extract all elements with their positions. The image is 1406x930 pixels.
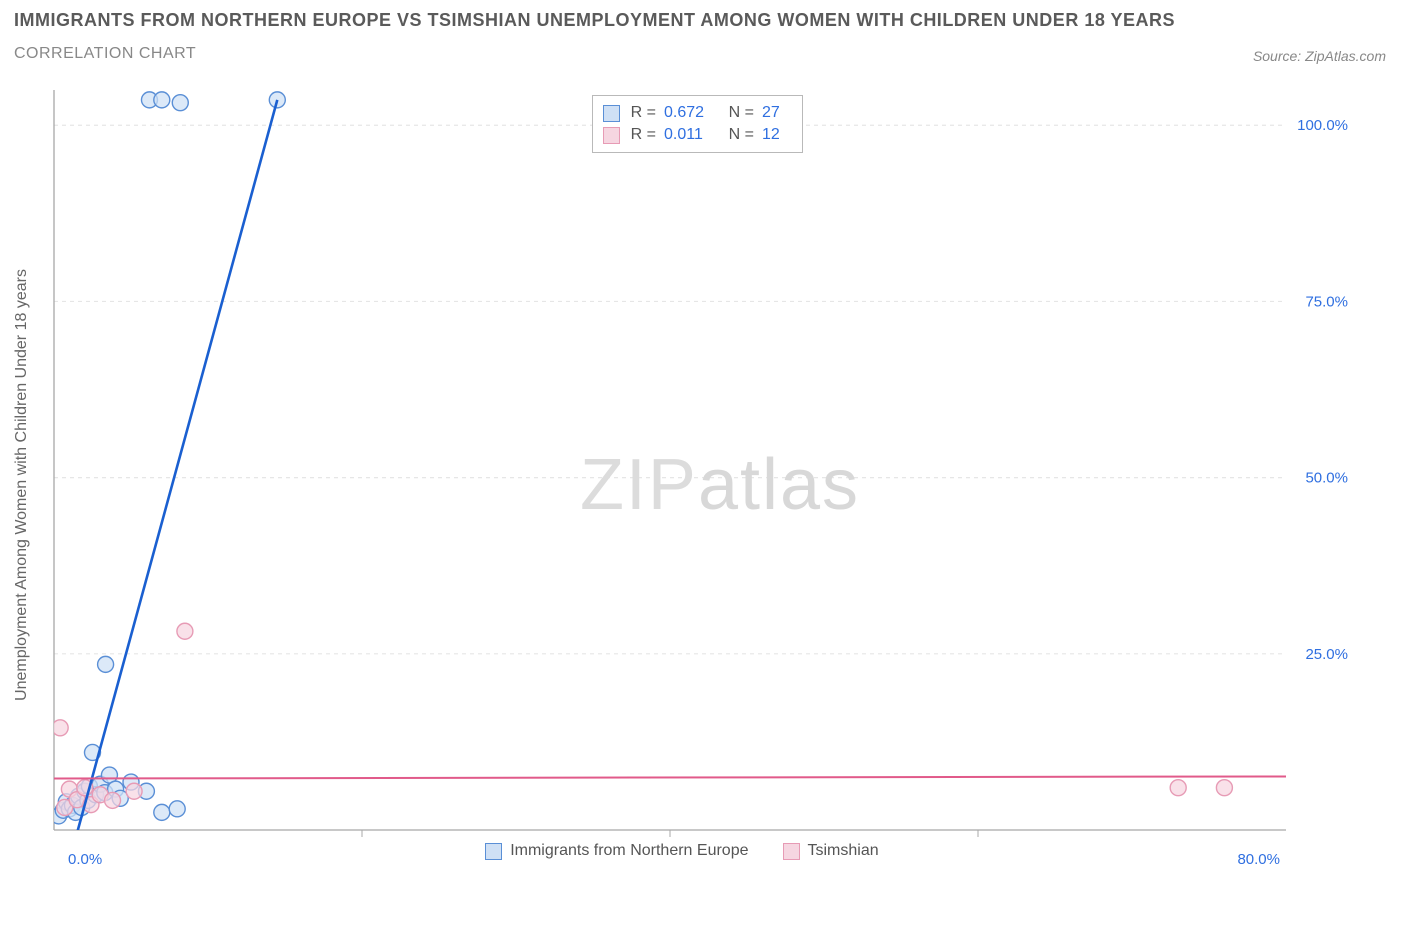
chart-area: Unemployment Among Women with Children U… bbox=[50, 90, 1390, 880]
legend-r-val: 0.672 bbox=[664, 104, 718, 122]
legend-series-label: Tsimshian bbox=[808, 842, 879, 860]
legend-swatch bbox=[603, 105, 620, 122]
y-axis-title: Unemployment Among Women with Children U… bbox=[13, 269, 31, 701]
legend-series-label: Immigrants from Northern Europe bbox=[510, 842, 748, 860]
legend-n-key: N = bbox=[726, 104, 754, 122]
legend-series: Immigrants from Northern Europe Tsimshian bbox=[485, 842, 878, 860]
svg-text:100.0%: 100.0% bbox=[1297, 117, 1348, 134]
legend-n-val: 27 bbox=[762, 104, 788, 122]
svg-text:25.0%: 25.0% bbox=[1305, 646, 1348, 663]
scatter-plot-svg: 25.0% 50.0% 75.0% 100.0% 0.0% 80.0% bbox=[50, 90, 1356, 896]
svg-text:75.0%: 75.0% bbox=[1305, 293, 1348, 310]
source-prefix: Source: bbox=[1253, 48, 1305, 64]
source-name: ZipAtlas.com bbox=[1305, 48, 1386, 64]
legend-r-val: 0.011 bbox=[664, 126, 718, 144]
legend-swatch bbox=[485, 843, 502, 860]
svg-text:80.0%: 80.0% bbox=[1237, 851, 1280, 868]
legend-stats-box: R = 0.672 N = 27 R = 0.011 N = 12 bbox=[592, 95, 803, 153]
legend-stat-row: R = 0.672 N = 27 bbox=[603, 102, 788, 124]
legend-n-val: 12 bbox=[762, 126, 788, 144]
source-credit: Source: ZipAtlas.com bbox=[1253, 48, 1386, 64]
legend-n-key: N = bbox=[726, 126, 754, 144]
sub-title: CORRELATION CHART bbox=[14, 45, 1386, 63]
legend-series-item: Immigrants from Northern Europe bbox=[485, 842, 748, 860]
legend-series-item: Tsimshian bbox=[783, 842, 879, 860]
legend-swatch bbox=[603, 127, 620, 144]
legend-stat-row: R = 0.011 N = 12 bbox=[603, 124, 788, 146]
main-title: IMMIGRANTS FROM NORTHERN EUROPE VS TSIMS… bbox=[14, 10, 1386, 31]
legend-swatch bbox=[783, 843, 800, 860]
legend-r-key: R = bbox=[628, 104, 656, 122]
legend-r-key: R = bbox=[628, 126, 656, 144]
svg-text:50.0%: 50.0% bbox=[1305, 470, 1348, 487]
svg-text:0.0%: 0.0% bbox=[68, 851, 102, 868]
